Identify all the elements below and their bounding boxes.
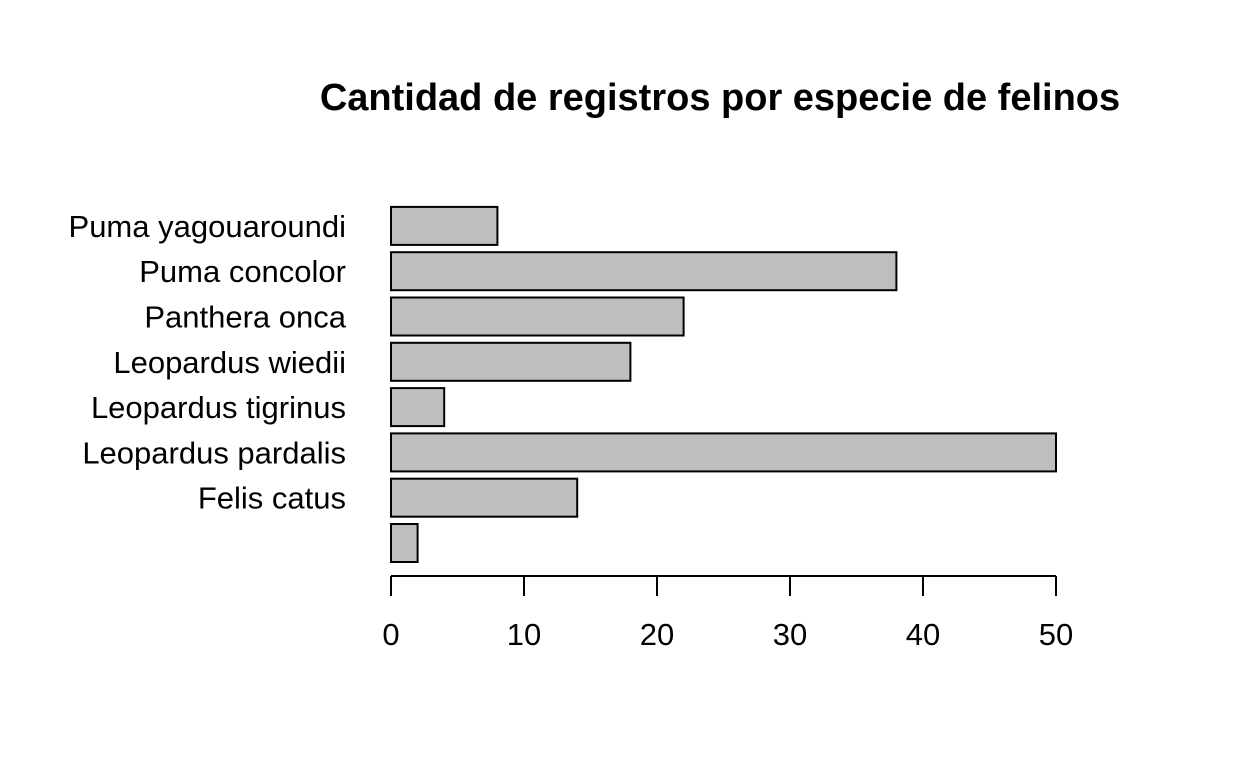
category-label: Panthera onca — [144, 300, 346, 335]
x-tick-label: 40 — [906, 617, 940, 652]
bar — [390, 523, 419, 563]
category-label: Leopardus pardalis — [82, 435, 346, 470]
bar — [390, 296, 685, 337]
category-label: Puma concolor — [139, 254, 346, 289]
category-label: Puma yagouaroundi — [69, 209, 346, 244]
category-label: Leopardus wiedii — [113, 345, 346, 380]
category-labels: Felis catus Leopardus pardalis Leopardus t… — [69, 209, 347, 516]
x-axis: 0 10 20 30 40 50 — [382, 575, 1073, 652]
bars-group — [390, 205, 1057, 563]
x-tick-label: 20 — [640, 617, 674, 652]
bar — [390, 432, 1057, 473]
bar — [390, 387, 446, 428]
category-label: Leopardus tigrinus — [91, 390, 346, 425]
x-tick-label: 30 — [773, 617, 807, 652]
bar — [390, 205, 499, 246]
bar — [390, 477, 579, 518]
chart-title: Cantidad de registros por especie de fel… — [320, 77, 1120, 119]
bar — [390, 251, 898, 292]
x-tick-label: 50 — [1039, 617, 1073, 652]
x-tick-label: 0 — [382, 617, 399, 652]
bar — [390, 341, 632, 382]
x-tick-label: 10 — [507, 617, 541, 652]
category-label: Felis catus — [198, 481, 346, 516]
